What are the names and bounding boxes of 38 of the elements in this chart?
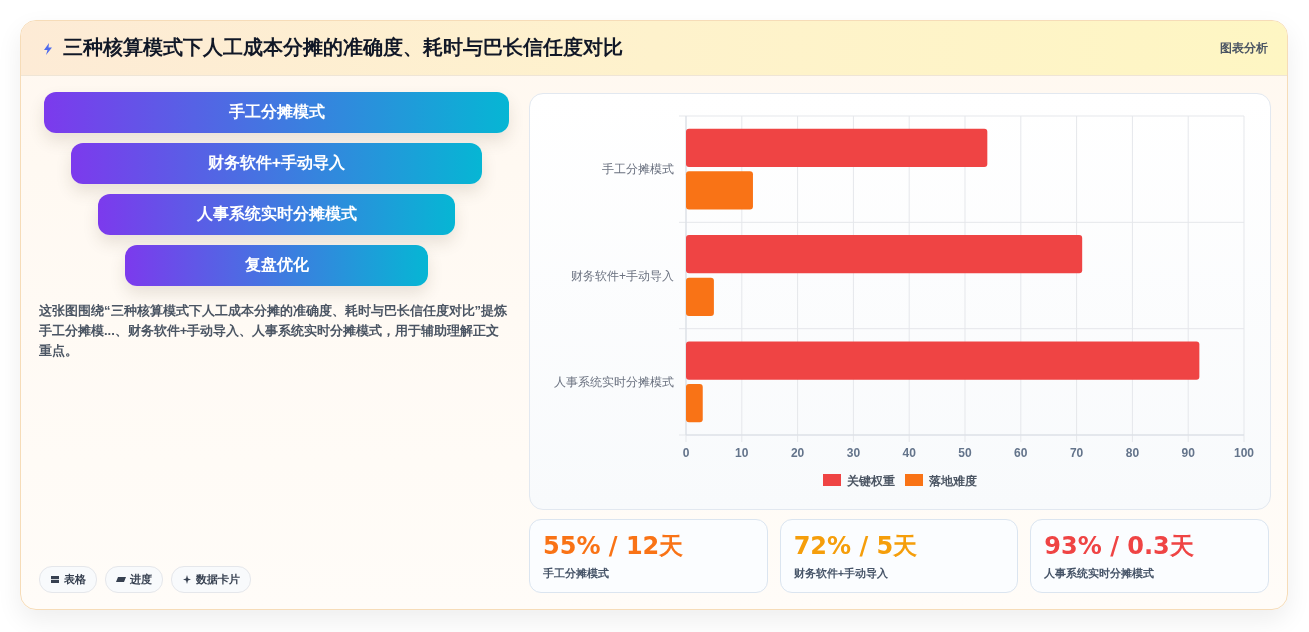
category-label: 人事系统实时分摊模式 — [98, 194, 455, 235]
y-tick-label: 手工分摊模式 — [602, 162, 674, 177]
x-tick-label: 90 — [1181, 446, 1196, 460]
text: 数据卡片 — [196, 572, 240, 587]
text: 55% / 12天 — [543, 532, 684, 560]
category-label: 财务软件+手动导入 — [793, 566, 889, 580]
legend-label: 落地难度 — [928, 474, 977, 488]
bar — [686, 277, 714, 316]
text: 三种核算模式下人工成本分摊的准确度、耗时与巴长信任度对比 — [63, 36, 623, 59]
category-label: 手工分摊模式 — [44, 92, 509, 133]
y-tick-label: 人事系统实时分摊模式 — [554, 374, 674, 389]
bar — [686, 171, 753, 210]
x-tick-label: 80 — [1125, 446, 1140, 460]
x-tick-label: 100 — [1233, 446, 1255, 460]
x-tick-label: 30 — [846, 446, 861, 460]
category-label: 人事系统实时分摊模式 — [1044, 566, 1155, 580]
x-tick-label: 20 — [790, 446, 805, 460]
text: 表格 — [64, 572, 86, 587]
text: 图表分析 — [1220, 40, 1268, 56]
text: 进度 — [130, 572, 152, 587]
bar — [686, 341, 1200, 380]
x-tick-label: 70 — [1069, 446, 1084, 460]
x-tick-label: 40 — [902, 446, 917, 460]
category-label: 财务软件+手动导入 — [71, 143, 482, 184]
category-label: 手工分摊模式 — [543, 566, 609, 580]
category-label: 复盘优化 — [125, 245, 428, 286]
x-tick-label: 0 — [682, 446, 690, 460]
y-tick-label: 财务软件+手动导入 — [570, 268, 674, 283]
x-tick-label: 10 — [735, 446, 749, 460]
bar — [686, 235, 1083, 274]
legend-label: 关键权重 — [846, 474, 895, 488]
x-tick-label: 60 — [1014, 446, 1028, 460]
text: 93% / 0.3天 — [1044, 532, 1194, 560]
text: 72% / 5天 — [793, 532, 918, 560]
x-tick-label: 50 — [958, 446, 972, 460]
text: 这张图围绕“三种核算模式下人工成本分摊的准确度、耗时与巴长信任度对比”提炼手工分摊模...、财务软件+手动导入、人事系统实时分摊模式，用于辅助理解正文重点。 — [39, 302, 507, 360]
bar — [686, 128, 988, 168]
bar — [686, 383, 703, 423]
